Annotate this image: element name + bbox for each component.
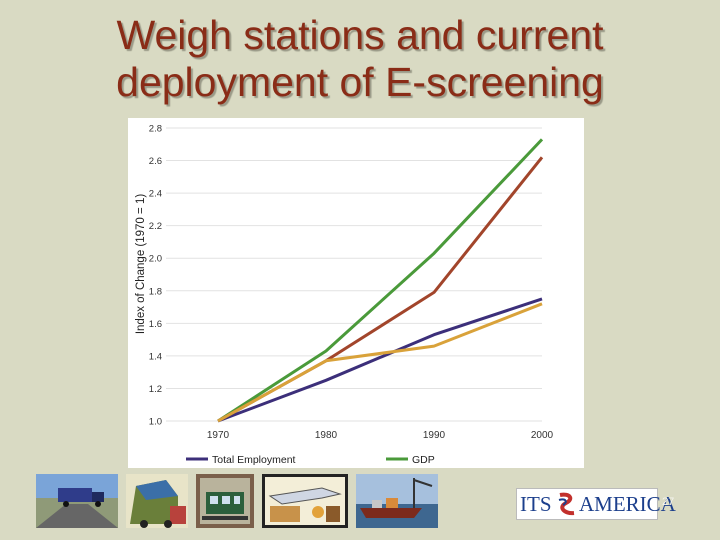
legend-label: Total Employment — [212, 454, 296, 466]
y-tick-label: 1.0 — [149, 417, 162, 428]
y-tick-label: 2.2 — [149, 221, 162, 232]
legend-label: GDP — [412, 454, 435, 466]
series-line — [217, 297, 543, 423]
chart-panel: 1.0 1.2 1.4 1.6 1.8 2.0 2.2 2.4 2.6 2.8 1970 1980 1… — [128, 118, 584, 468]
y-tick-label: 2.8 — [149, 124, 162, 135]
line-chart: 1.01.21.41.61.82.02.22.42.62.8 1970 1980 1… — [135, 124, 554, 467]
truck-highway-image — [36, 474, 118, 528]
its-america-logo: ITS AMERICA — [516, 488, 676, 520]
y-tick-label: 1.2 — [149, 384, 162, 395]
y-tick-label: 2.0 — [149, 254, 162, 265]
x-tick-label: 2000 — [531, 430, 554, 441]
series-line — [217, 138, 544, 423]
footer-image-strip — [36, 474, 438, 530]
y-tick-labels: 1.0 1.2 1.4 1.6 1.8 2.0 2.2 2.4 2.6 2.8 — [149, 124, 162, 428]
logo-text-left: ITS — [520, 492, 552, 516]
logo-text-right: AMERICA — [579, 492, 676, 516]
y-tick-label: 1.4 — [149, 351, 162, 362]
flag-swirl-icon — [558, 492, 575, 516]
y-tick-label: 1.8 — [149, 286, 162, 297]
title-line-1: Weigh stations and current — [116, 12, 604, 58]
x-tick-labels: 1970 1980 1990 2000 — [207, 430, 554, 441]
title-line-2: deployment of E-screening — [116, 59, 604, 105]
train-image — [196, 474, 254, 528]
airplane-cargo-image — [262, 474, 348, 528]
grid-layer — [166, 127, 542, 422]
series-line — [217, 302, 543, 423]
series-layer — [217, 138, 544, 423]
y-tick-label: 2.6 — [149, 156, 162, 167]
legend: Total Employment GDP — [186, 454, 435, 466]
cargo-ship-port-image — [356, 474, 438, 528]
y-tick-label: 2.4 — [149, 189, 162, 200]
page-number: 27 — [662, 496, 675, 508]
x-tick-label: 1970 — [207, 430, 230, 441]
truck-illustration-image — [126, 474, 188, 528]
y-tick-label: 1.6 — [149, 319, 162, 330]
x-tick-label: 1980 — [315, 430, 338, 441]
series-line — [217, 156, 544, 423]
x-tick-label: 1990 — [423, 430, 446, 441]
slide-title: Weigh stations and current deployment of… — [0, 12, 720, 106]
y-axis-label: Index of Change (1970 = 1) — [135, 194, 147, 335]
